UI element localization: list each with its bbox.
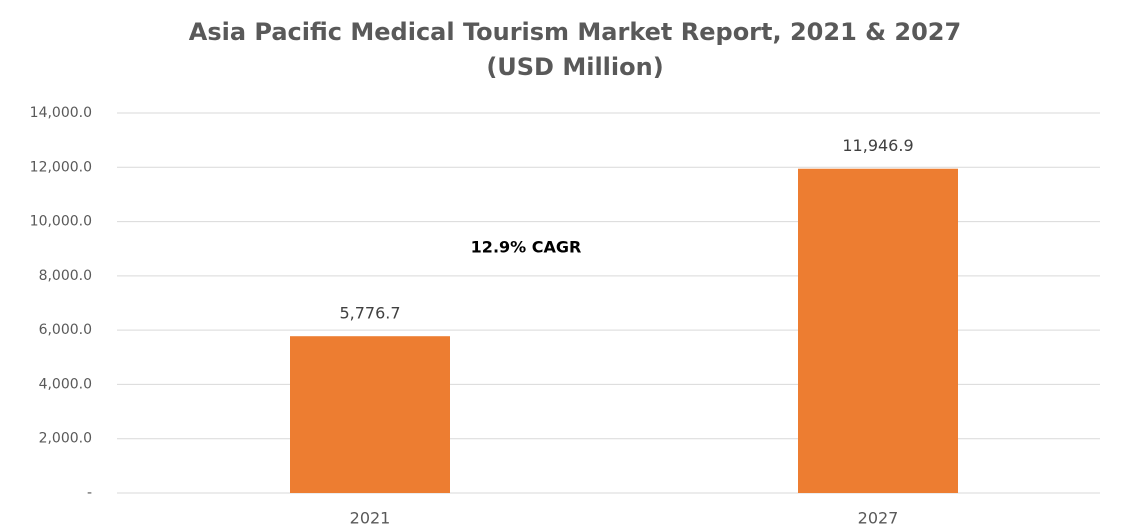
value-label: 11,946.9 bbox=[842, 136, 913, 155]
annotation: 12.9% CAGR bbox=[471, 238, 582, 257]
value-label: 5,776.7 bbox=[339, 304, 400, 323]
y-tick-label: - bbox=[87, 485, 92, 501]
y-tick-label: 8,000.0 bbox=[39, 268, 92, 284]
annotation-background bbox=[436, 228, 632, 270]
y-tick-label: 4,000.0 bbox=[39, 376, 92, 392]
y-tick-label: 12,000.0 bbox=[30, 159, 92, 175]
x-tick-label: 2027 bbox=[858, 509, 899, 528]
bar bbox=[290, 336, 450, 493]
y-tick-label: 14,000.0 bbox=[30, 105, 92, 121]
y-tick-label: 10,000.0 bbox=[30, 214, 92, 230]
chart-title: Asia Pacific Medical Tourism Market Repo… bbox=[189, 18, 961, 46]
y-tick-label: 2,000.0 bbox=[39, 431, 92, 447]
y-tick-label: 6,000.0 bbox=[39, 322, 92, 338]
bar bbox=[798, 168, 958, 494]
x-tick-label: 2021 bbox=[350, 509, 391, 528]
chart-subtitle: (USD Million) bbox=[486, 53, 663, 81]
